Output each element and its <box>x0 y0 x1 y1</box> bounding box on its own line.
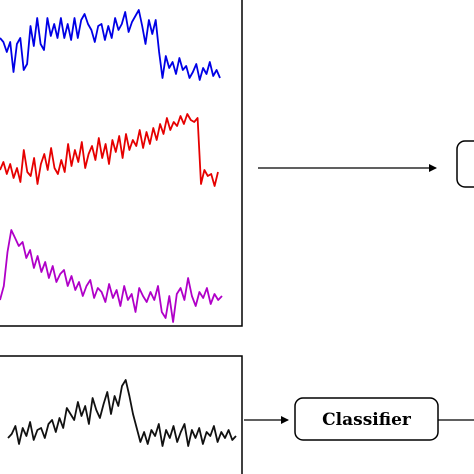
red-signal-line <box>0 113 219 187</box>
top-signal-frame <box>0 0 243 327</box>
classifier-node: Classifier <box>294 397 439 441</box>
magenta-signal-line <box>0 229 223 323</box>
classifier-label: Classifier <box>322 410 412 430</box>
classifier-box <box>294 397 439 441</box>
black-signal-line <box>7 379 237 447</box>
blue-signal-line <box>0 9 221 81</box>
right-partial-box <box>456 140 474 188</box>
bottom-signal-frame <box>0 355 243 474</box>
